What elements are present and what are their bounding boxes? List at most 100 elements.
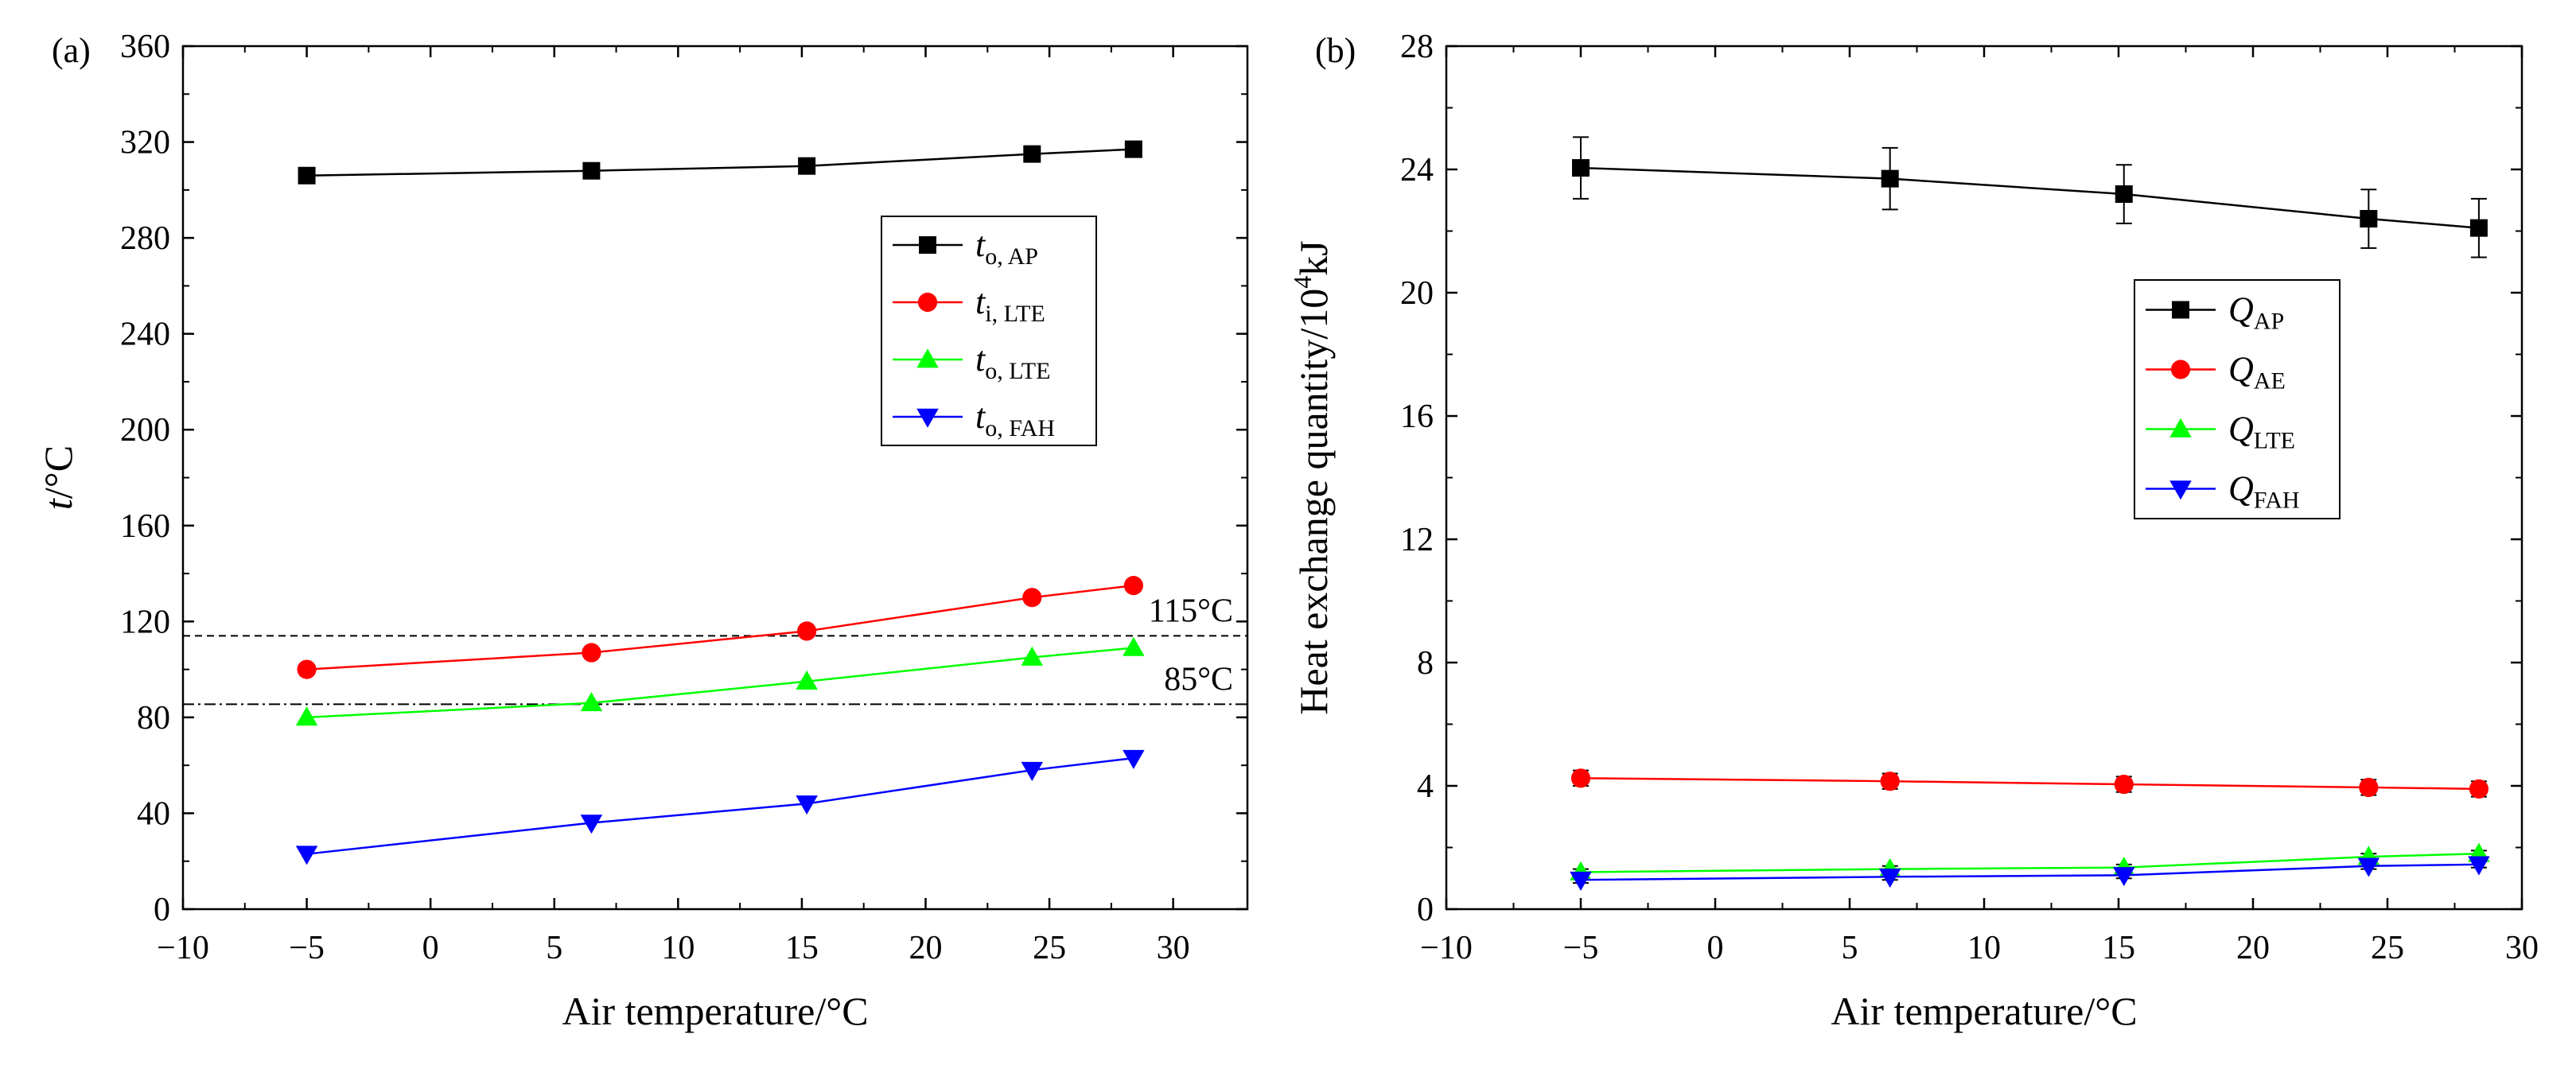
data-point [1878, 869, 1901, 888]
data-point [2359, 777, 2379, 798]
legend-marker [2170, 360, 2191, 379]
legend-entry: to, AP [975, 225, 1038, 270]
legend-marker [916, 348, 939, 368]
series-line [306, 756, 1134, 855]
y-tick-label: 24 [1400, 152, 1434, 189]
x-tick-label: −5 [289, 930, 325, 966]
x-tick-label: 20 [909, 930, 942, 966]
data-point [796, 670, 818, 690]
series-ap [1572, 136, 2488, 259]
reference-line-label: 115°C [1149, 593, 1233, 629]
y-tick-label: 40 [137, 795, 170, 832]
series-ae [1570, 768, 2489, 799]
series-line [1580, 777, 2479, 791]
legend-entry: QAE [2228, 350, 2286, 395]
legend-marker [919, 236, 936, 254]
data-point [1023, 145, 1041, 163]
x-tick-label: 30 [2505, 930, 2539, 966]
legend: to, AP ti, LTE to, LTE to, FAH [881, 216, 1097, 446]
legend-marker [916, 408, 939, 428]
data-point [1021, 646, 1044, 666]
data-point [2360, 210, 2378, 227]
data-point [1123, 749, 1145, 769]
x-axis-title: Air temperature/°C [1831, 989, 2137, 1033]
legend-marker [2172, 301, 2189, 319]
y-tick-label: 160 [120, 508, 170, 545]
series-lte [1570, 842, 2490, 881]
x-tick-label: 15 [785, 930, 819, 966]
data-point [2113, 867, 2135, 887]
data-point [295, 706, 318, 726]
x-tick-label: 30 [1157, 930, 1190, 966]
reference-line-label: 85°C [1164, 661, 1233, 698]
y-tick-label: 80 [137, 700, 170, 737]
data-point [798, 157, 816, 175]
y-tick-label: 12 [1400, 522, 1434, 558]
y-axis-title: Heat exchange quantity/104kJ [1288, 240, 1336, 714]
y-tick-label: 28 [1400, 29, 1434, 65]
x-tick-label: 5 [1842, 930, 1858, 966]
panel-label: (a) [52, 31, 91, 70]
y-tick-label: 200 [120, 412, 170, 449]
legend-entry: to, LTE [975, 340, 1050, 384]
data-point [2468, 856, 2490, 876]
series-line [306, 584, 1134, 671]
legend-marker [2169, 480, 2192, 500]
series-o-fah [295, 749, 1145, 865]
x-axis-title: Air temperature/°C [562, 989, 868, 1033]
data-point [796, 795, 818, 815]
data-point [1880, 772, 1900, 791]
data-point [582, 161, 601, 180]
series-o-ap [298, 140, 1142, 185]
x-tick-label: 10 [661, 930, 695, 966]
data-point [2357, 857, 2380, 877]
x-tick-label: 5 [546, 930, 562, 966]
data-point [1570, 871, 1592, 891]
x-tick-label: 0 [422, 930, 439, 966]
legend-entry: to, FAH [975, 397, 1055, 441]
legend-entry: QLTE [2228, 410, 2295, 454]
y-tick-label: 16 [1400, 398, 1434, 435]
data-point [2114, 774, 2134, 795]
data-point [1124, 140, 1142, 158]
data-point [580, 692, 603, 712]
legend-box [2134, 279, 2341, 519]
y-tick-label: 20 [1400, 275, 1434, 312]
y-tick-label: 360 [120, 29, 170, 65]
series-o-lte [295, 636, 1145, 726]
data-point [1021, 761, 1044, 781]
series-fah [1570, 856, 2490, 891]
plot-frame [1445, 45, 2523, 911]
x-tick-label: 25 [2371, 930, 2404, 966]
data-point [797, 621, 817, 641]
legend: QAP QAE QLTE QFAH [2134, 279, 2341, 519]
panel-a: −10 −5 0 5 10 15 20 25 30 0 40 80 120 160 200 240 280 320… [36, 29, 1249, 1033]
series-i-lte [297, 576, 1143, 679]
data-point [1123, 576, 1143, 596]
data-point [298, 166, 316, 185]
data-point [1572, 159, 1590, 177]
legend-entry: QFAH [2228, 469, 2300, 514]
series-line [306, 647, 1134, 719]
data-point [2115, 185, 2133, 203]
legend-entry: ti, LTE [975, 282, 1045, 327]
y-tick-label: 4 [1417, 768, 1434, 805]
panel-b: −10 −5 0 5 10 15 20 25 30 0 4 8 12 16 20 24 28 (b) Air tem… [1288, 29, 2539, 1033]
data-point [295, 846, 318, 865]
x-tick-label: 25 [1033, 930, 1066, 966]
data-point [1881, 169, 1899, 188]
x-tick-label: 20 [2236, 930, 2270, 966]
series-line [1580, 863, 2479, 881]
data-point [1570, 768, 1591, 788]
panel-label: (b) [1315, 31, 1356, 70]
data-point [580, 814, 603, 834]
x-tick-label: 15 [2102, 930, 2135, 966]
y-tick-label: 280 [120, 220, 170, 257]
legend-entry: QAP [2228, 290, 2284, 335]
data-point [582, 643, 601, 663]
x-tick-label: −10 [157, 930, 209, 966]
y-tick-label: 320 [120, 125, 170, 161]
y-tick-label: 0 [154, 892, 170, 928]
y-tick-label: 120 [120, 604, 170, 640]
